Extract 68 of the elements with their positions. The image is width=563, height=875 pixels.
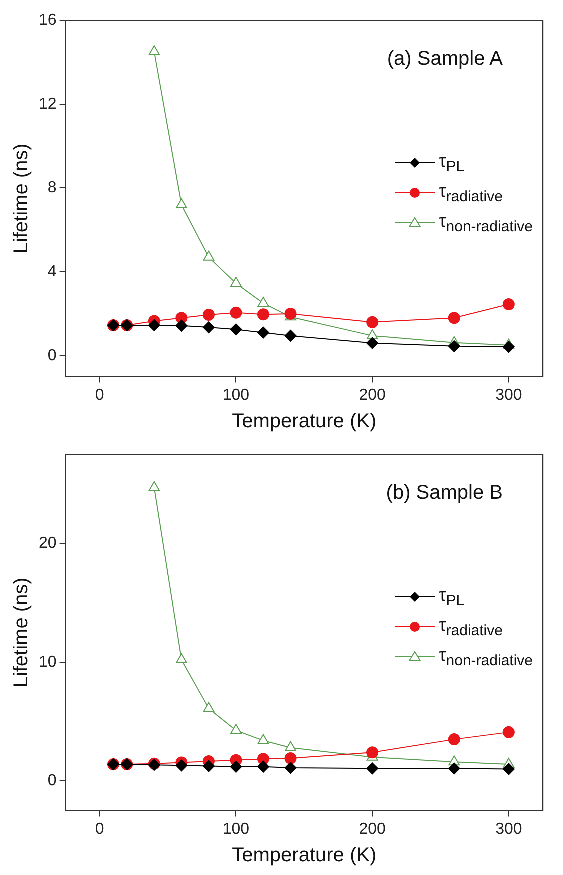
point — [148, 319, 160, 332]
legend-label: τ$_{radiative}$ — [439, 180, 503, 206]
y-tick-label: 0 — [48, 772, 57, 790]
x-axis-title: Temperature (K) — [232, 410, 377, 433]
point — [366, 746, 379, 759]
point — [176, 320, 188, 332]
point — [203, 250, 215, 261]
y-tick-label: 12 — [39, 96, 57, 113]
y-tick-label: 8 — [48, 180, 57, 197]
point — [148, 46, 160, 56]
point — [284, 330, 297, 342]
point — [230, 306, 242, 319]
point — [257, 326, 270, 339]
x-tick-label: 0 — [95, 820, 104, 838]
legend-label: τ$_{non-radiative}$ — [439, 644, 533, 670]
point — [230, 277, 242, 288]
x-axis-title: Temperature (K) — [232, 844, 377, 867]
x-tick-label: 300 — [496, 386, 522, 404]
y-axis-title: Lifetime (ns) — [10, 144, 33, 254]
x-tick-label: 300 — [496, 820, 522, 838]
point — [258, 296, 270, 307]
point — [230, 324, 242, 336]
y-tick-label: 20 — [39, 535, 57, 552]
x-tick-label: 200 — [359, 820, 386, 838]
x-tick-label: 100 — [222, 386, 250, 404]
point — [202, 308, 215, 321]
annotation: (a) Sample A — [387, 48, 503, 71]
point — [366, 329, 378, 340]
legend-label: τ$_{PL}$ — [439, 150, 465, 176]
x-tick-label: 200 — [359, 386, 386, 404]
point — [366, 762, 379, 775]
x-tick-label: 100 — [222, 820, 250, 838]
point — [284, 308, 297, 320]
annotation: (b) Sample B — [386, 482, 503, 505]
point — [448, 312, 460, 324]
point — [258, 734, 270, 744]
point — [448, 340, 460, 352]
point — [176, 760, 188, 772]
point — [366, 337, 379, 350]
point — [502, 763, 515, 776]
y-tick-label: 10 — [39, 654, 57, 671]
point — [230, 760, 242, 773]
y-axis-title: Lifetime (ns) — [10, 578, 33, 688]
legend-label: τ$_{non-radiative}$ — [439, 210, 533, 236]
point — [176, 198, 188, 208]
point — [502, 298, 515, 311]
point — [285, 741, 296, 752]
x-tick-label: 0 — [95, 386, 104, 404]
point — [257, 760, 270, 773]
point — [502, 726, 515, 738]
point — [148, 481, 160, 492]
point — [366, 316, 379, 328]
point — [176, 654, 188, 664]
point — [284, 762, 297, 774]
point — [202, 760, 215, 772]
point — [257, 308, 270, 321]
point — [230, 724, 242, 734]
y-tick-label: 4 — [48, 263, 57, 280]
y-tick-label: 0 — [48, 347, 57, 364]
legend-label: τ$_{radiative}$ — [439, 614, 503, 640]
point — [448, 762, 460, 775]
point — [203, 702, 215, 712]
point — [284, 752, 297, 765]
point — [448, 734, 460, 746]
y-tick-label: 16 — [39, 12, 57, 30]
point — [202, 322, 215, 334]
legend-label: τ$_{PL}$ — [439, 584, 465, 610]
point — [502, 341, 515, 354]
